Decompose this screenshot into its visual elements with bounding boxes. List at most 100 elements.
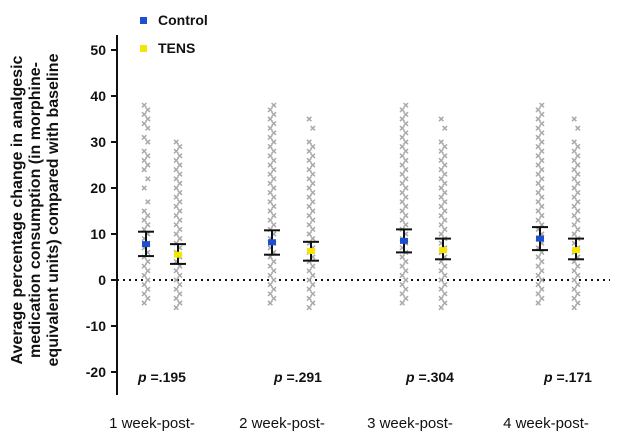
data-point-marker [267, 208, 273, 214]
data-point-marker [575, 208, 581, 214]
data-point-marker [399, 254, 405, 260]
data-point-marker [438, 116, 444, 122]
data-point-marker [442, 180, 448, 187]
data-point-marker [442, 208, 448, 214]
data-point-marker [575, 217, 581, 223]
data-point-marker [539, 268, 545, 274]
data-point-marker [267, 116, 273, 122]
data-point-marker [539, 286, 545, 292]
data-point-marker [399, 300, 405, 306]
legend-label-control: Control [158, 12, 208, 28]
y-tick-label: 50 [90, 42, 106, 58]
data-point-marker [173, 166, 179, 173]
data-point-marker [177, 291, 183, 297]
data-point-marker [310, 217, 316, 223]
data-point-marker [267, 291, 273, 297]
data-point-marker [145, 277, 151, 283]
x-category-label: 1 week-post- [109, 415, 195, 432]
x-axis-labels: 1 week-post- 2 week-post- 3 week-post- 4 we… [109, 415, 589, 432]
data-point-marker [438, 286, 444, 292]
y-tick-label: 30 [90, 134, 106, 150]
data-point-marker [306, 277, 312, 283]
data-point-marker [535, 180, 541, 187]
data-point-marker [403, 102, 409, 108]
data-point-marker [306, 116, 312, 122]
data-point-marker [177, 199, 183, 205]
y-tick-label: -20 [86, 364, 106, 380]
data-point-marker [271, 176, 277, 182]
data-point-marker [271, 268, 277, 274]
mean-marker-tens [439, 247, 447, 254]
data-point-marker [399, 162, 405, 168]
data-point-marker [442, 263, 448, 269]
data-point-marker [571, 166, 577, 173]
data-point-marker [403, 194, 409, 200]
data-point-marker [399, 153, 405, 159]
data-point-marker [306, 203, 312, 210]
y-tick-label: 10 [90, 226, 106, 242]
data-point-marker [310, 143, 316, 150]
data-point-marker [535, 125, 541, 131]
data-point-marker [442, 199, 448, 205]
data-point-marker [442, 300, 448, 306]
data-point-marker [271, 295, 277, 302]
p-value-label: p =.304 [405, 369, 454, 385]
y-tick-label: 40 [90, 88, 106, 104]
data-point-marker [539, 185, 545, 191]
data-point-marker [271, 222, 277, 228]
data-point-marker [438, 277, 444, 283]
data-point-marker [145, 268, 151, 274]
data-point-marker [306, 194, 312, 200]
data-point-marker [141, 102, 147, 108]
data-point-marker [571, 212, 577, 219]
data-point-marker [442, 291, 448, 297]
data-point-marker [575, 143, 581, 150]
data-point-marker [575, 162, 581, 168]
data-point-marker [575, 199, 581, 205]
data-point-marker [173, 185, 179, 191]
data-point-marker [267, 171, 273, 177]
data-point-marker [403, 268, 409, 274]
mean-marker-control [400, 237, 408, 244]
mean-marker-control [142, 241, 150, 248]
data-point-marker [306, 166, 312, 173]
data-point-marker [267, 272, 273, 279]
data-point-marker [399, 189, 405, 196]
data-point-marker [306, 176, 312, 182]
data-point-marker [141, 157, 147, 164]
data-point-marker [575, 189, 581, 196]
data-point-marker [399, 180, 405, 187]
data-point-marker [145, 116, 151, 122]
p-value-label: p =.171 [543, 369, 592, 385]
data-point-marker [145, 125, 151, 131]
data-point-marker [571, 231, 577, 237]
data-point-marker [539, 111, 545, 118]
data-point-marker [539, 194, 545, 200]
data-point-marker [310, 291, 316, 297]
data-point-marker [535, 189, 541, 196]
data-point-marker [310, 180, 316, 187]
data-point-marker [575, 272, 581, 279]
data-point-marker [438, 194, 444, 200]
data-point-marker [575, 153, 581, 159]
legend-swatch-tens [140, 45, 147, 52]
data-point-marker [438, 176, 444, 182]
data-point-marker [267, 180, 273, 187]
data-point-marker [267, 143, 273, 150]
data-point-marker [438, 203, 444, 210]
data-point-marker [571, 277, 577, 283]
data-point-marker [399, 125, 405, 131]
data-point-marker [571, 176, 577, 182]
data-point-marker [145, 162, 151, 168]
data-point-marker [438, 304, 444, 311]
data-point-marker [310, 199, 316, 205]
y-axis-ticks: 50 40 30 20 10 0 -10 -20 [86, 42, 117, 380]
data-point-marker [575, 263, 581, 269]
data-point-marker [403, 286, 409, 292]
data-point-marker [535, 208, 541, 214]
data-point-marker [177, 143, 183, 150]
error-bars [138, 226, 584, 265]
data-point-marker [271, 120, 277, 127]
data-point-marker [141, 208, 147, 214]
